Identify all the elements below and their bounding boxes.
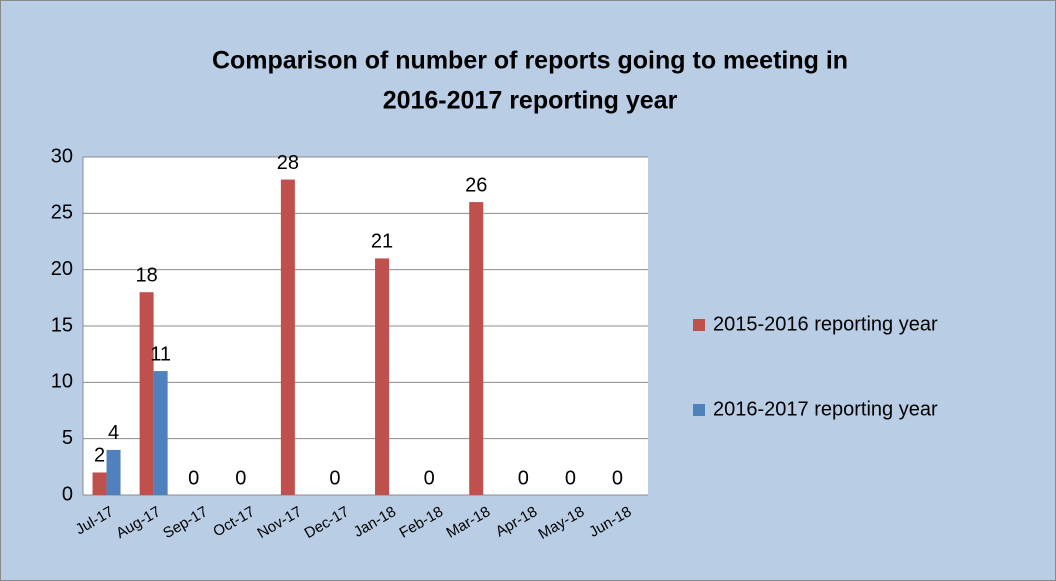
legend-swatch (693, 404, 705, 416)
bar (469, 202, 484, 496)
y-tick-label: 15 (51, 314, 73, 336)
data-label: 4 (108, 422, 119, 444)
bar (106, 449, 121, 495)
data-label: 0 (612, 467, 623, 489)
data-label: 11 (150, 343, 171, 365)
y-tick-label: 0 (62, 483, 73, 505)
chart-title: 2016-2017 reporting year (383, 87, 678, 115)
data-label: 0 (565, 467, 576, 489)
data-label: 0 (424, 467, 435, 489)
bar (153, 371, 168, 495)
y-tick-label: 25 (51, 202, 73, 224)
data-label: 0 (188, 467, 199, 489)
y-tick-label: 30 (51, 145, 73, 167)
bar (375, 258, 390, 495)
data-label: 2 (94, 445, 105, 467)
y-tick-label: 10 (51, 371, 73, 393)
y-tick-label: 20 (51, 258, 73, 280)
data-label: 0 (518, 467, 529, 489)
legend-swatch (693, 319, 705, 331)
bar (280, 179, 295, 496)
data-label: 21 (371, 231, 393, 253)
data-label: 0 (235, 467, 246, 489)
data-label: 26 (465, 174, 487, 196)
legend-label: 2015-2016 reporting year (713, 313, 938, 335)
data-label: 28 (277, 152, 299, 174)
chart-title: Comparison of number of reports going to… (212, 47, 848, 75)
bar (92, 472, 107, 495)
data-label: 18 (136, 264, 158, 286)
y-tick-label: 5 (62, 427, 73, 449)
bar (139, 292, 154, 495)
data-label: 0 (329, 467, 340, 489)
legend-label: 2016-2017 reporting year (713, 398, 938, 420)
